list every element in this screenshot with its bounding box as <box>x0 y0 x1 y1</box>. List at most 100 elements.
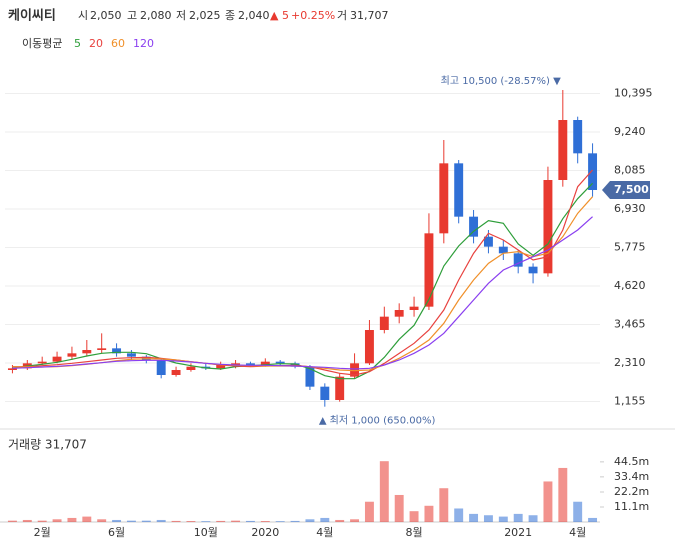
current-price: 7,500 <box>614 183 649 196</box>
candle-body <box>186 366 196 370</box>
volume-bar <box>513 513 523 522</box>
candle-body <box>469 216 479 237</box>
y-tick-label: 33.4m <box>614 470 649 483</box>
volume-label: 거 <box>337 9 347 22</box>
volume-bar <box>260 521 270 522</box>
open-label: 시 <box>78 9 88 22</box>
candle-body <box>7 368 17 370</box>
x-tick-label: 4월 <box>316 526 333 539</box>
volume-bar <box>558 467 568 522</box>
volume-bar <box>498 516 508 522</box>
volume-bar <box>231 520 241 522</box>
candle-body <box>439 163 449 234</box>
volume-bar <box>543 481 553 522</box>
y-tick-label: 11.1m <box>614 500 649 513</box>
volume-bar <box>97 519 107 522</box>
ma-label: 이동평균 <box>22 37 62 50</box>
candle-body <box>37 361 47 364</box>
close-label: 종 <box>225 9 235 22</box>
legend-entry: 5 <box>74 37 81 50</box>
candle-body <box>424 233 434 307</box>
candle-body <box>513 253 523 267</box>
legend-entry: 20 <box>89 37 103 50</box>
candle-body <box>67 353 77 357</box>
volume-bar <box>171 520 181 522</box>
candle-body <box>558 120 568 180</box>
volume-bar <box>588 517 598 522</box>
y-tick-label: 9,240 <box>614 125 646 138</box>
candle-body <box>350 363 360 377</box>
candle-body <box>275 361 285 364</box>
volume-bar <box>37 520 47 522</box>
candle-body <box>335 376 345 400</box>
x-tick-label: 2020 <box>251 526 279 539</box>
y-tick-label: 8,085 <box>614 164 646 177</box>
volume-bar <box>141 520 151 522</box>
x-tick-label: 2월 <box>34 526 51 539</box>
y-tick-label: 1,155 <box>614 395 646 408</box>
candle-body <box>171 370 181 375</box>
volume-bar <box>216 520 226 522</box>
low-label: 저 <box>176 9 186 22</box>
volume-bar <box>320 517 330 522</box>
candle-body <box>364 330 374 364</box>
volume-bar <box>573 501 583 522</box>
volume-bar <box>290 520 300 522</box>
high-annotation: 최고 10,500 (-28.57%) ▼ <box>441 75 561 87</box>
x-tick-label: 10월 <box>194 526 218 539</box>
volume-bar <box>350 519 360 522</box>
candle-body <box>126 353 136 357</box>
candle-body <box>588 153 598 190</box>
ma-line <box>12 216 593 370</box>
candle-body <box>543 180 553 274</box>
ma-line <box>12 169 594 376</box>
volume-bar <box>275 521 285 522</box>
volume-bar <box>394 494 404 522</box>
volume-bar <box>67 517 77 522</box>
volume-bar <box>201 521 211 522</box>
legend-entry: 120 <box>133 37 154 50</box>
volume-bar <box>305 519 315 522</box>
volume-bar <box>7 520 17 522</box>
legend-entry: 60 <box>111 37 125 50</box>
candle-body <box>454 163 464 217</box>
y-tick-label: 22.2m <box>614 485 649 498</box>
volume-bar <box>528 515 538 522</box>
y-tick-label: 10,395 <box>614 87 653 100</box>
volume-bar <box>156 519 166 522</box>
candle-body <box>216 365 226 369</box>
high-label: 고 <box>127 9 137 22</box>
stock-name: 케이씨티 <box>8 8 56 24</box>
volume-bar <box>245 520 255 522</box>
volume-bar <box>22 519 32 522</box>
candle-body <box>231 363 241 365</box>
volume-bar <box>126 520 136 522</box>
volume-bar <box>112 519 122 522</box>
price-tag <box>602 181 650 199</box>
candle-body <box>156 360 166 375</box>
candle-body <box>97 348 107 350</box>
low-annotation: ▲ 최저 1,000 (650.00%) <box>319 415 436 427</box>
close: 2,040 <box>238 9 270 22</box>
candle-body <box>112 348 122 354</box>
candle-body <box>379 316 389 330</box>
open: 2,050 <box>90 9 122 22</box>
volume-bar <box>454 508 464 522</box>
candle-body <box>305 366 315 387</box>
candle-body <box>573 120 583 154</box>
y-tick-label: 6,930 <box>614 202 646 215</box>
volume: 31,707 <box>350 9 389 22</box>
x-tick-label: 4월 <box>569 526 586 539</box>
volume-bar <box>469 513 479 522</box>
change-pct: +0.25% <box>291 9 335 22</box>
volume-bar <box>82 516 92 522</box>
candle-body <box>52 356 62 362</box>
y-tick-label: 5,775 <box>614 241 646 254</box>
y-tick-label: 4,620 <box>614 279 646 292</box>
volume-bar <box>335 519 345 522</box>
y-tick-label: 44.5m <box>614 455 649 468</box>
volume-bar <box>409 511 419 522</box>
candle-body <box>320 386 330 400</box>
volume-bar <box>186 521 196 522</box>
